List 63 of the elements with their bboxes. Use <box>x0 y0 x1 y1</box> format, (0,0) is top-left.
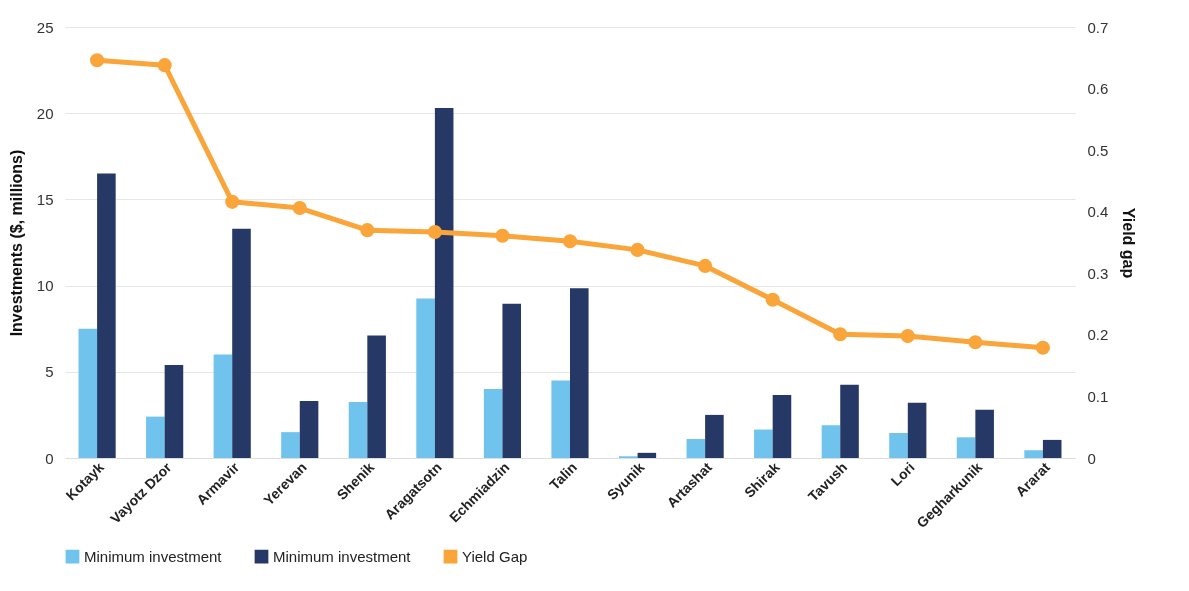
y-tick-label: 0 <box>45 449 54 467</box>
bar <box>281 432 300 458</box>
y2-tick-label: 0.3 <box>1087 264 1109 282</box>
y-tick-label: 10 <box>36 277 54 295</box>
point <box>157 58 172 73</box>
legend-label: Minimum investment <box>84 547 223 565</box>
bar <box>232 228 251 458</box>
y-tick-label: 5 <box>45 363 54 381</box>
bar <box>551 380 570 458</box>
bar <box>416 298 435 458</box>
y2-tick-label: 0.6 <box>1087 80 1109 98</box>
y2-tick-label: 0.7 <box>1087 18 1109 36</box>
point <box>495 228 510 243</box>
bar <box>772 395 792 458</box>
point <box>900 329 915 344</box>
point <box>90 53 105 68</box>
legend-label: Yield Gap <box>462 547 528 565</box>
point <box>765 292 780 307</box>
point <box>225 194 240 209</box>
point <box>833 327 848 342</box>
y-tick-label: 25 <box>36 18 54 36</box>
y2-tick-label: 0.2 <box>1087 326 1109 344</box>
bar <box>686 439 706 458</box>
bar <box>975 409 994 458</box>
bar <box>97 173 116 458</box>
point <box>360 223 375 238</box>
point <box>1035 340 1050 355</box>
point <box>698 258 713 273</box>
bar <box>78 328 98 458</box>
bar <box>213 354 233 458</box>
legend-label: Minimum investment <box>273 547 412 565</box>
bar <box>907 402 927 458</box>
point <box>630 242 645 257</box>
bar <box>434 108 454 458</box>
bar <box>1024 450 1043 458</box>
bar <box>367 335 386 458</box>
y2-tick-label: 0 <box>1087 449 1096 467</box>
bar <box>502 303 522 458</box>
bar <box>956 437 976 458</box>
point <box>427 224 442 240</box>
bar <box>637 452 657 458</box>
bar <box>889 433 908 458</box>
point <box>968 335 983 350</box>
bar <box>348 401 368 458</box>
bar <box>146 416 165 458</box>
y-tick-label: 20 <box>36 104 54 122</box>
y-tick-label: 15 <box>36 190 54 208</box>
bar <box>1042 439 1062 458</box>
y2-tick-label: 0.4 <box>1087 203 1109 221</box>
point <box>562 234 578 249</box>
bar <box>164 364 184 458</box>
bar <box>483 389 503 458</box>
bar <box>840 384 859 458</box>
bar <box>821 425 841 458</box>
bar <box>299 401 319 458</box>
bar <box>754 429 773 458</box>
y2-tick-label: 0.5 <box>1087 141 1109 159</box>
y2-tick-label: 0.1 <box>1087 387 1109 405</box>
bar <box>705 414 724 458</box>
bar <box>570 288 589 458</box>
y2-axis-title: Yield gap <box>1120 207 1138 279</box>
y-axis-title: Investments ($, millions) <box>7 149 25 337</box>
point <box>292 200 307 216</box>
